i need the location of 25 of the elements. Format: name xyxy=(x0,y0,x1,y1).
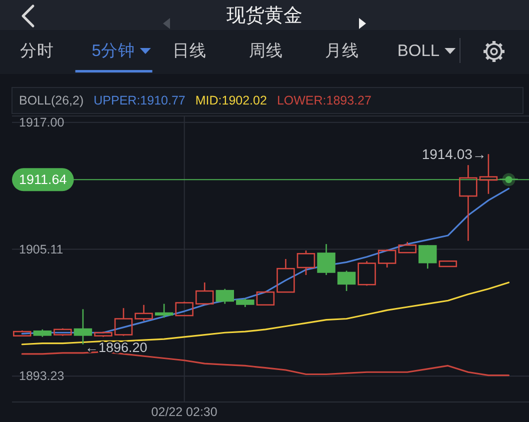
y-tick-label: 1893.23 xyxy=(19,369,64,384)
line-series xyxy=(21,188,510,334)
annotation: 1914.03→ xyxy=(422,146,486,162)
text: 日线 xyxy=(172,42,207,60)
candlestick xyxy=(216,288,234,304)
text: LOWER:1893.27 xyxy=(276,94,372,108)
text: MID:1902.02 xyxy=(195,94,267,108)
text: BOLL xyxy=(397,42,440,60)
text: 分时 xyxy=(20,42,54,60)
candlestick xyxy=(154,303,174,318)
chart-title: 现货黄金 xyxy=(226,6,302,26)
y-tick-label: 1917.00 xyxy=(19,115,64,130)
candlestick xyxy=(459,164,478,242)
ref-line-label: 1911.64 xyxy=(19,172,68,188)
annotation: ←1896.20 xyxy=(84,340,148,355)
candlestick xyxy=(418,244,437,270)
candlestick xyxy=(317,243,336,276)
x-tick-label: 02/22 02:30 xyxy=(151,405,218,419)
text: UPPER:1910.77 xyxy=(94,94,186,108)
y-tick-label: 1905.11 xyxy=(19,242,64,256)
text: 5分钟 xyxy=(92,42,135,60)
candlestick xyxy=(337,270,356,292)
text: 月线 xyxy=(325,42,360,60)
text: 周线 xyxy=(248,42,283,60)
legend-title: BOLL(26,2) xyxy=(19,94,84,108)
